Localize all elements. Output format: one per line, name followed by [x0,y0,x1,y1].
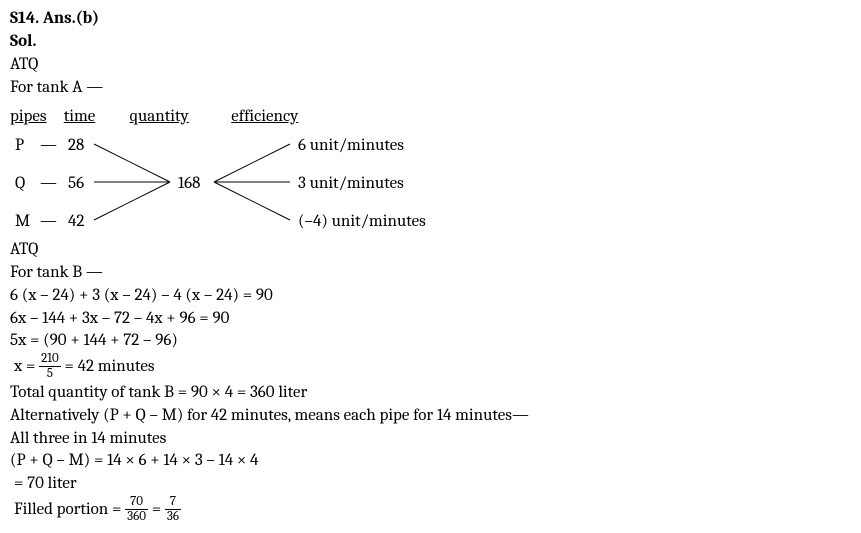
alt-1: Alternatively (P + Q – M) for 42 minutes… [10,405,851,428]
alt-3: (P + Q – M) = 14 × 6 + 14 × 3 – 14 × 4 [10,450,851,473]
atq-1: ATQ [10,54,851,77]
hdr-time: time [64,106,126,129]
fp-frac-1: 70360 [125,495,148,523]
fp1-num: 70 [125,495,148,510]
atq-2: ATQ [10,239,851,262]
fp2-den: 36 [165,510,181,524]
filled-portion: Filled portion = 70360 = 736 [10,496,851,524]
eq-1: 6 (x – 24) + 3 (x – 24) – 4 (x – 24) = 9… [10,285,851,308]
fp1-den: 360 [125,510,148,524]
fp-frac-2: 736 [165,495,181,523]
eq4-post: = 42 minutes [61,357,155,376]
question-id: S14. Ans.(b) [10,8,851,31]
eq4-frac: 2105 [39,352,61,380]
table-header-row: pipes time quantity efficiency [10,106,851,129]
hdr-efficiency: efficiency [231,106,298,129]
qty-b: Total quantity of tank B = 90 × 4 = 360 … [10,382,851,405]
eq-4: x = 2105 = 42 minutes [10,353,851,381]
eq4-num: 210 [39,352,61,367]
lcm-diagram: P — 28 Q — 56 M — 42 168 6 unit/minutes … [10,129,490,239]
for-tank-a: For tank A — [10,77,851,100]
for-tank-b: For tank B — [10,262,851,285]
fp-pre: Filled portion = [14,500,125,519]
diagram-lines [10,129,490,239]
eq-3: 5x = (90 + 144 + 72 – 96) [10,330,851,353]
eq4-pre: x = [14,357,39,376]
hdr-quantity: quantity [130,106,228,129]
fp2-num: 7 [165,495,181,510]
alt-4: = 70 liter [10,473,851,496]
alt-2: All three in 14 minutes [10,428,851,451]
eq4-den: 5 [39,367,61,381]
fp-mid: = [148,500,165,519]
hdr-pipes: pipes [10,106,60,129]
sol-label: Sol. [10,31,851,54]
eq-2: 6x – 144 + 3x – 72 – 4x + 96 = 90 [10,308,851,331]
solution-page: S14. Ans.(b) Sol. ATQ For tank A — pipes… [0,0,861,533]
